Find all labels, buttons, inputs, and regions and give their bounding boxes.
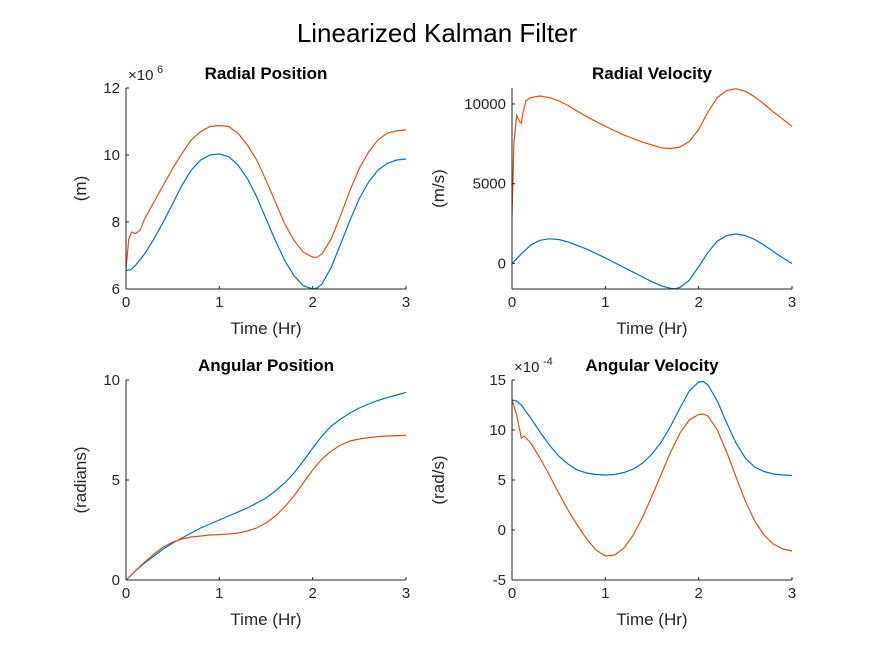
series-line-2	[512, 88, 792, 218]
y-tick-label: 10	[103, 372, 120, 389]
series-line-1	[126, 391, 406, 581]
y-tick-label: 10000	[464, 96, 506, 113]
y-axis-label: (radians)	[71, 446, 90, 513]
x-axis-label: Time (Hr)	[616, 319, 687, 338]
series-line-1	[126, 153, 406, 290]
y-axis-label: (m)	[71, 176, 90, 201]
series-line-1	[512, 380, 792, 477]
x-axis-label: Time (Hr)	[230, 610, 301, 629]
axis-exponent-label: ×10	[514, 359, 539, 376]
subplot-title: Radial Velocity	[592, 64, 713, 83]
y-tick-label: 6	[112, 281, 120, 298]
y-tick-label: 5000	[473, 176, 506, 193]
subplot-title: Angular Velocity	[585, 356, 719, 375]
x-tick-label: 0	[122, 294, 130, 311]
x-tick-label: 3	[402, 294, 410, 311]
x-tick-label: 1	[215, 294, 223, 311]
y-tick-label: 10	[103, 147, 120, 164]
x-tick-label: 3	[788, 585, 796, 602]
y-tick-label: 8	[112, 214, 120, 231]
figure-title: Linearized Kalman Filter	[297, 18, 578, 48]
x-tick-label: 0	[508, 294, 516, 311]
y-tick-label: 10	[489, 422, 506, 439]
y-tick-label: 0	[112, 572, 120, 589]
x-axis-label: Time (Hr)	[230, 319, 301, 338]
y-tick-label: 12	[103, 80, 120, 97]
x-tick-label: 1	[601, 294, 609, 311]
series-line-2	[512, 399, 792, 557]
axis-exponent-label: ×10	[128, 67, 153, 84]
x-tick-label: 3	[402, 585, 410, 602]
x-tick-label: 2	[694, 585, 702, 602]
series-line-2	[126, 434, 406, 581]
y-tick-label: 0	[498, 255, 506, 272]
x-tick-label: 2	[308, 585, 316, 602]
x-axis-label: Time (Hr)	[616, 610, 687, 629]
subplot-title: Angular Position	[198, 356, 334, 375]
x-tick-label: 3	[788, 294, 796, 311]
series-line-2	[126, 124, 406, 269]
y-axis-label: (rad/s)	[429, 455, 448, 504]
series-line-1	[512, 233, 792, 290]
y-axis-label: (m/s)	[429, 169, 448, 208]
x-tick-label: 0	[508, 585, 516, 602]
axis-exponent-power: -4	[543, 356, 553, 368]
axis-exponent-power: 6	[157, 64, 163, 76]
y-tick-label: 5	[498, 472, 506, 489]
x-tick-label: 2	[308, 294, 316, 311]
x-tick-label: 1	[215, 585, 223, 602]
y-tick-label: 0	[498, 522, 506, 539]
x-tick-label: 2	[694, 294, 702, 311]
x-tick-label: 0	[122, 585, 130, 602]
x-tick-label: 1	[601, 585, 609, 602]
y-tick-label: 5	[112, 472, 120, 489]
subplot-title: Radial Position	[205, 64, 328, 83]
y-tick-label: 15	[489, 372, 506, 389]
subplot-2: 0 1 2 3 0 5000 10000 Time (Hr) (m/s) Radial Veloc…	[429, 64, 796, 338]
subplot-3: 0 1 2 3 0 5 10 Time (Hr) (radians) Angular Positi…	[71, 356, 410, 629]
y-tick-label: -5	[493, 572, 506, 589]
